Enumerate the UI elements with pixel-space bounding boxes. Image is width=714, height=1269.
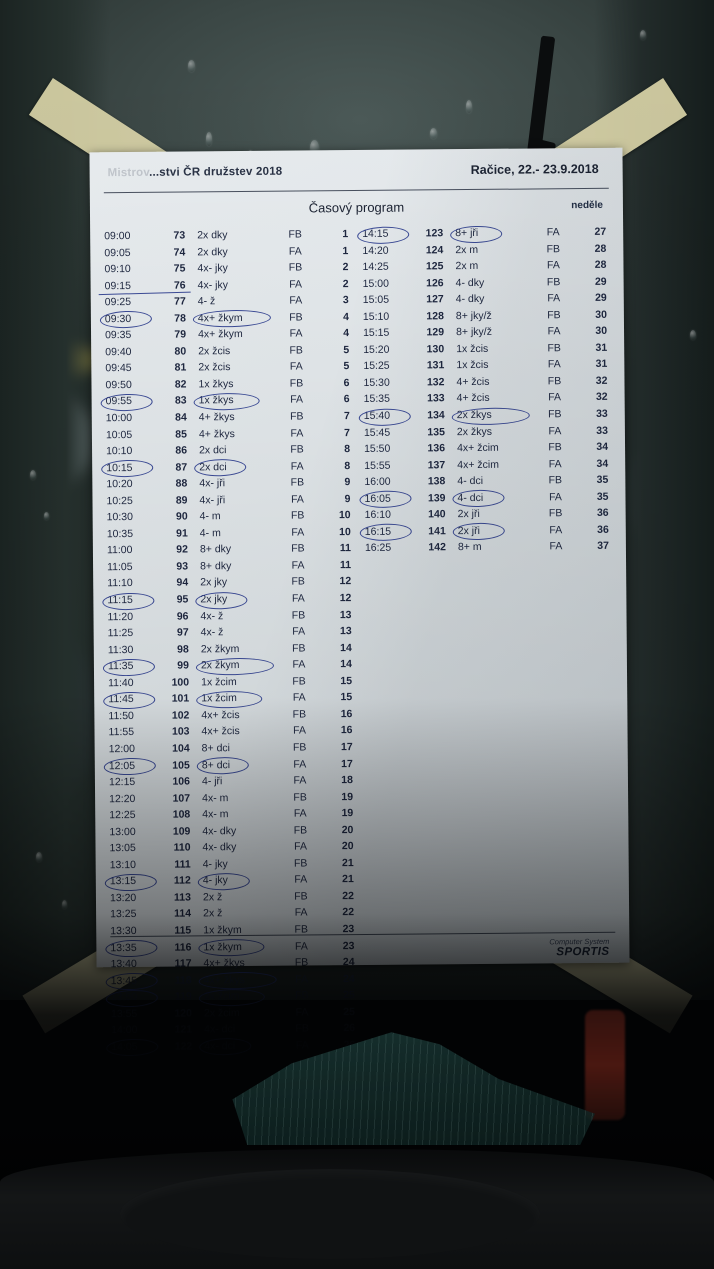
steering-wheel [120, 1169, 540, 1259]
interior-red-object [585, 1010, 625, 1120]
